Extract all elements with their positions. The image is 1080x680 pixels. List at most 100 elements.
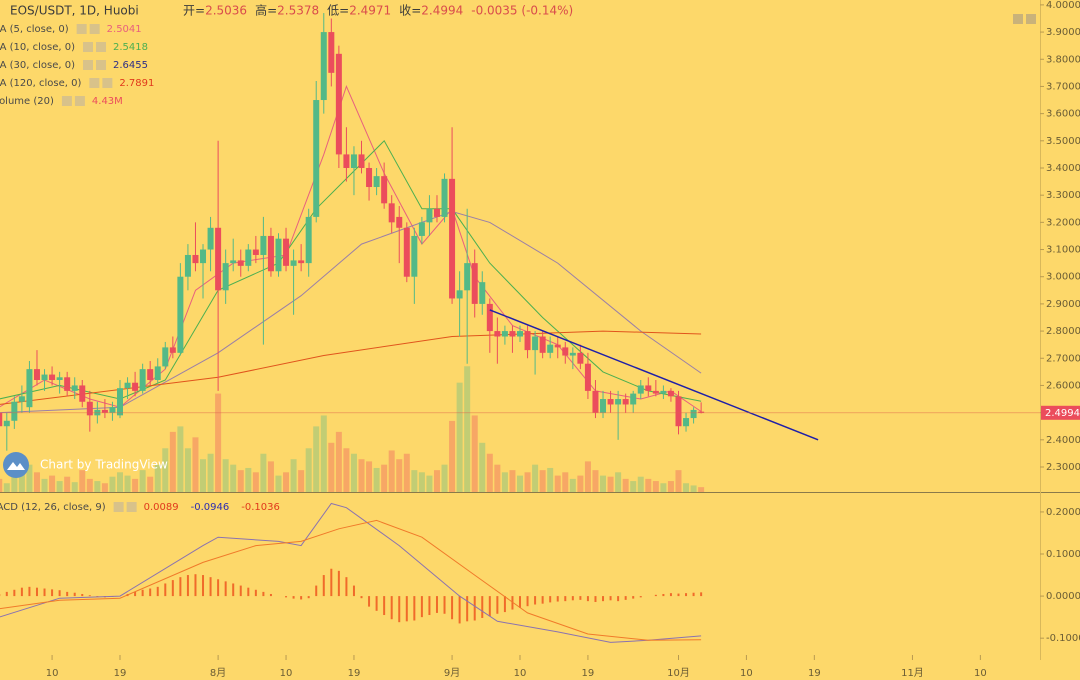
candle-body bbox=[252, 249, 259, 255]
remove-button[interactable] bbox=[89, 24, 100, 34]
histogram-bar bbox=[51, 589, 54, 597]
candle-body bbox=[524, 331, 531, 351]
volume-bar bbox=[184, 448, 191, 492]
candle-body bbox=[320, 32, 327, 101]
candle-body bbox=[615, 399, 622, 405]
control-button[interactable] bbox=[1026, 14, 1036, 24]
histogram-bar bbox=[292, 596, 295, 599]
volume-bar bbox=[26, 464, 33, 492]
remove-button[interactable] bbox=[102, 78, 113, 88]
histogram-bar bbox=[179, 577, 182, 597]
volume-bar bbox=[592, 470, 599, 492]
candle-body bbox=[139, 369, 146, 391]
candle-body bbox=[298, 260, 305, 264]
y-tick-label: -0.1000 bbox=[1046, 633, 1080, 644]
macd-line bbox=[0, 502, 702, 643]
y-tick-label: 3.3000 bbox=[1046, 190, 1080, 201]
y-tick-label: 3.4000 bbox=[1046, 163, 1080, 174]
y-tick-label: 3.5000 bbox=[1046, 136, 1080, 147]
histogram-bar bbox=[594, 596, 597, 602]
remove-button[interactable] bbox=[126, 502, 137, 512]
legend-label: MA (30, close, 0) bbox=[0, 60, 75, 71]
histogram-bar bbox=[209, 577, 212, 597]
candle-body bbox=[675, 396, 682, 427]
volume-bar bbox=[267, 461, 274, 492]
ohlc-label: 低= bbox=[327, 4, 349, 18]
volume-bar bbox=[403, 453, 410, 492]
candle-body bbox=[584, 363, 591, 391]
volume-bar bbox=[441, 464, 448, 492]
candle-body bbox=[109, 407, 116, 413]
candle-body bbox=[539, 336, 546, 353]
y-tick-label: 3.1000 bbox=[1046, 245, 1080, 256]
remove-button[interactable] bbox=[74, 96, 85, 106]
settings-button[interactable] bbox=[113, 502, 124, 512]
candle-body bbox=[18, 396, 25, 402]
volume-bar bbox=[667, 481, 674, 492]
volume-bar bbox=[11, 475, 18, 492]
y-tick-label: 2.4000 bbox=[1046, 435, 1080, 446]
macd-line bbox=[0, 519, 702, 641]
ohlc-label: 开= bbox=[183, 4, 205, 18]
remove-button[interactable] bbox=[96, 42, 107, 52]
volume-bar bbox=[139, 470, 146, 492]
control-button[interactable] bbox=[1013, 14, 1023, 24]
volume-bar bbox=[3, 483, 10, 492]
histogram-bar bbox=[43, 588, 46, 597]
volume-bar bbox=[509, 470, 516, 492]
candle-body bbox=[479, 282, 486, 304]
histogram-bar bbox=[586, 596, 589, 602]
histogram-bar bbox=[88, 595, 91, 597]
settings-button[interactable] bbox=[76, 24, 87, 34]
histogram-bar bbox=[617, 596, 620, 602]
volume-bar bbox=[418, 472, 425, 492]
histogram-bar bbox=[443, 596, 446, 614]
candle-body bbox=[124, 382, 131, 389]
volume-bar bbox=[169, 431, 176, 492]
candle-body bbox=[683, 418, 690, 427]
candle-body bbox=[433, 208, 440, 217]
volume-bar bbox=[260, 453, 267, 492]
candle-body bbox=[494, 331, 501, 337]
volume-bar bbox=[49, 475, 56, 492]
remove-button[interactable] bbox=[96, 60, 107, 70]
histogram-bar bbox=[345, 577, 348, 597]
candle-body bbox=[577, 352, 584, 364]
volume-bar bbox=[94, 481, 101, 492]
settings-button[interactable] bbox=[89, 78, 100, 88]
y-tick-label: 2.8000 bbox=[1046, 326, 1080, 337]
volume-bar bbox=[335, 431, 342, 492]
candle-body bbox=[471, 263, 478, 304]
candle-body bbox=[366, 167, 373, 188]
volume-bar bbox=[328, 442, 335, 492]
volume-bar bbox=[373, 467, 380, 492]
volume-bar bbox=[381, 464, 388, 492]
candle-body bbox=[637, 385, 644, 394]
histogram-bar bbox=[609, 596, 612, 601]
candle-body bbox=[373, 176, 380, 188]
candle-body bbox=[101, 409, 108, 413]
x-tick-label: 9月 bbox=[444, 667, 460, 679]
y-tick-label: 3.2000 bbox=[1046, 217, 1080, 228]
candle-body bbox=[652, 390, 659, 394]
volume-bar bbox=[494, 464, 501, 492]
histogram-bar bbox=[20, 587, 23, 597]
histogram-bar bbox=[662, 593, 665, 597]
settings-button[interactable] bbox=[61, 96, 72, 106]
legend-label: Volume (20) bbox=[0, 96, 54, 107]
histogram-bar bbox=[526, 596, 529, 607]
settings-button[interactable] bbox=[83, 60, 94, 70]
candle-body bbox=[645, 385, 652, 391]
volume-bar bbox=[683, 483, 690, 492]
histogram-bar bbox=[654, 594, 657, 597]
volume-bar bbox=[479, 442, 486, 492]
legend-label: MACD (12, 26, close, 9) bbox=[0, 502, 106, 513]
candle-body bbox=[64, 377, 71, 391]
pane-controls[interactable] bbox=[1013, 14, 1036, 24]
histogram-bar bbox=[435, 596, 438, 613]
settings-button[interactable] bbox=[83, 42, 94, 52]
volume-bar bbox=[56, 481, 63, 492]
histogram-bar bbox=[360, 596, 363, 599]
volume-bar bbox=[252, 472, 259, 492]
